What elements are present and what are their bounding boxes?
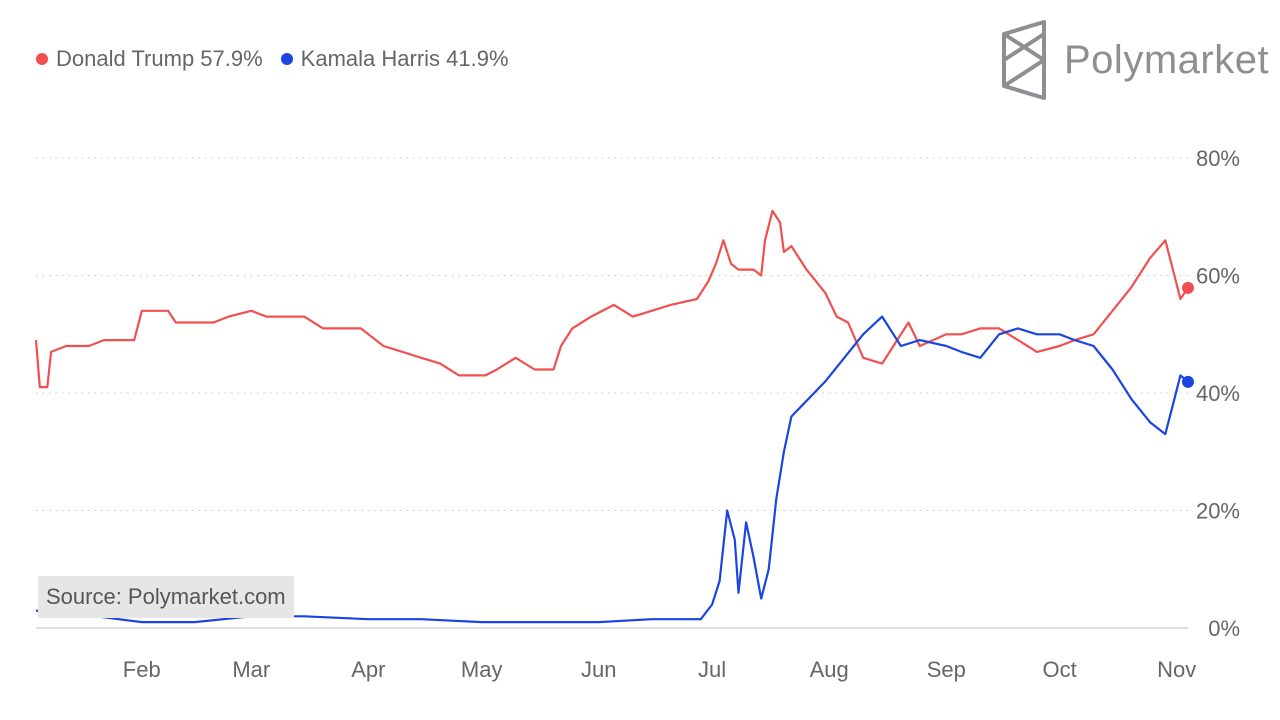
x-tick-label: Apr [351,657,385,682]
series-layer [34,209,1194,624]
series-line-kamala-harris [35,315,1189,624]
grid-layer [36,157,1188,629]
x-tick-label: Jun [581,657,616,682]
x-tick-label: Oct [1042,657,1076,682]
legend: Donald Trump 57.9% Kamala Harris 41.9% [36,46,509,72]
y-tick-label: 0% [1208,616,1240,641]
polymarket-logo-icon [1002,20,1046,100]
legend-label-harris: Kamala Harris 41.9% [300,46,509,71]
y-tick-label: 60% [1196,264,1240,289]
legend-item-harris[interactable]: Kamala Harris 41.9% [280,46,509,72]
trump-dot-icon [36,53,48,65]
x-tick-label: Aug [810,657,849,682]
y-tick-label: 80% [1196,146,1240,171]
x-tick-label: Mar [232,657,270,682]
x-axis: Feb Mar Apr May Jun Jul Aug Sep Oct Nov [123,657,1196,682]
y-tick-label: 40% [1196,381,1240,406]
harris-dot-icon [280,53,293,65]
end-point-donald-trump[interactable] [1182,281,1194,294]
brand: Polymarket [1000,20,1269,100]
brand-name: Polymarket [1064,37,1270,82]
y-tick-label: 20% [1196,499,1240,524]
source-label: Source: Polymarket.com [38,576,294,618]
x-tick-label: Sep [927,657,966,682]
y-axis: 0% 20% 40% 60% 80% [1196,146,1240,641]
legend-label-trump: Donald Trump 57.9% [56,46,263,71]
x-tick-label: May [461,657,503,682]
x-tick-label: Nov [1157,657,1196,682]
series-line-donald-trump [34,209,1189,389]
x-tick-label: Feb [123,657,161,682]
x-tick-label: Jul [698,657,726,682]
end-point-kamala-harris[interactable] [1182,375,1194,388]
legend-item-trump[interactable]: Donald Trump 57.9% [36,46,263,72]
